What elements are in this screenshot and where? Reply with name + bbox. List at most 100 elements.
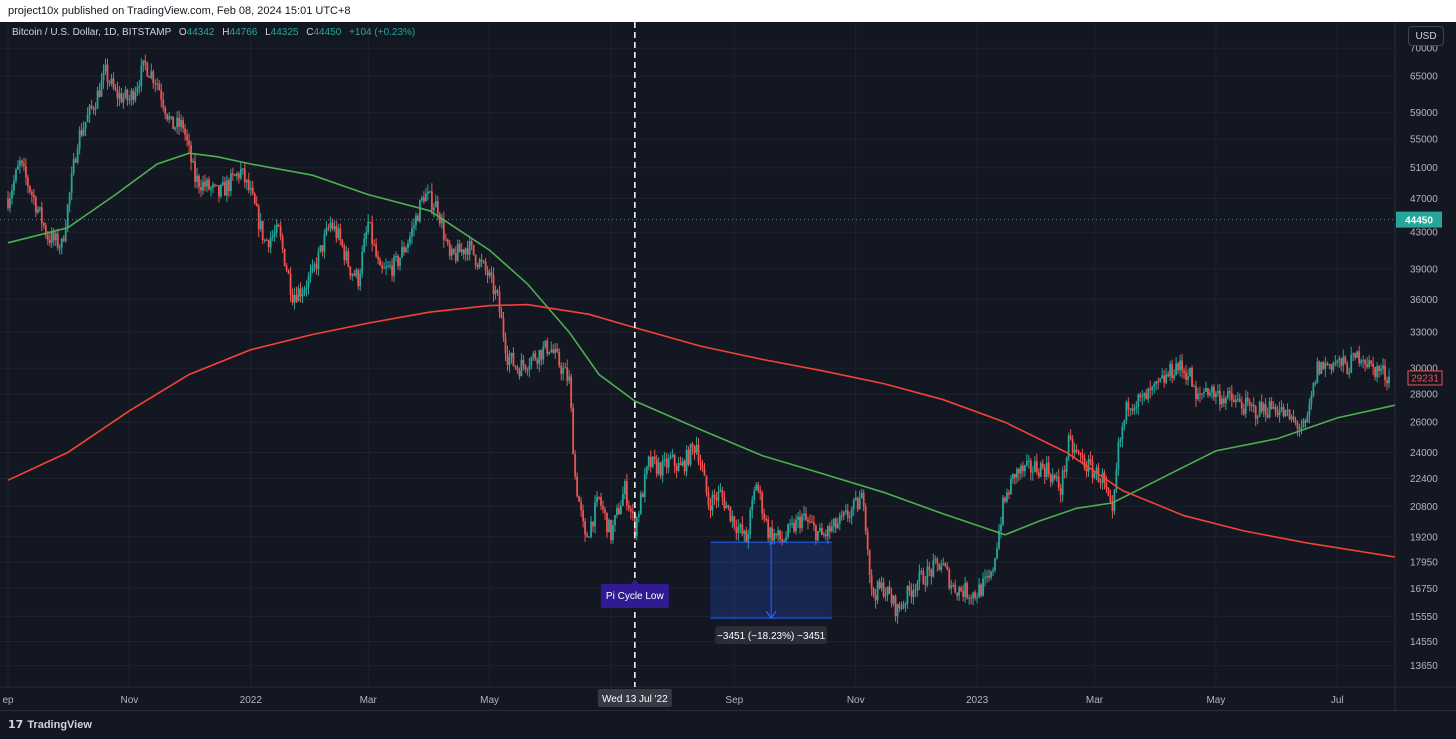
candle-body [1334, 362, 1337, 364]
candle-body [496, 290, 499, 292]
candle-body [397, 256, 399, 267]
candle-body [631, 511, 634, 514]
candle-body [675, 466, 678, 471]
candle-body [868, 549, 871, 576]
candle-body [709, 505, 712, 511]
candle-body [1197, 393, 1199, 400]
candle-body [313, 264, 316, 266]
candle-body [608, 519, 610, 533]
candle-body [621, 494, 624, 506]
candle-body [568, 376, 571, 381]
candle-body [1382, 365, 1384, 369]
time-tick-label: Nov [847, 695, 865, 706]
candle-body [259, 220, 262, 230]
candle-body [54, 233, 57, 241]
price-tick-label: 16750 [1410, 584, 1438, 595]
candle-body [836, 523, 839, 529]
measure-arrow-head [765, 610, 777, 620]
candle-body [1276, 412, 1279, 416]
candle-body [482, 261, 485, 263]
candle-body [1272, 406, 1275, 409]
candle-body [464, 248, 467, 255]
price-tick-label: 13650 [1410, 661, 1438, 672]
price-tick-label: 65000 [1410, 72, 1438, 83]
candle-body [1045, 462, 1048, 478]
candle-body [548, 351, 551, 354]
candle-body [227, 180, 230, 192]
candle-body [235, 173, 238, 176]
candle-body [1354, 353, 1357, 358]
candle-body [214, 184, 216, 186]
candle-body [450, 248, 453, 256]
candle-body [72, 159, 75, 174]
currency-button[interactable]: USD [1408, 26, 1444, 46]
candle-body [637, 513, 640, 518]
candle-body [950, 585, 953, 589]
candle-body [972, 592, 975, 599]
candle-body [218, 185, 220, 197]
candle-body [476, 264, 479, 268]
candle-body [992, 570, 994, 572]
candle-body [1010, 478, 1012, 495]
candle-body [1209, 392, 1211, 396]
tradingview-logo[interactable]: 𝟭𝟳 TradingView [8, 718, 92, 731]
candle-body [52, 232, 55, 241]
candle-body [15, 169, 17, 181]
candle-body [1179, 360, 1181, 371]
candle-body [819, 527, 821, 532]
candle-body [423, 197, 425, 202]
candle-body [588, 536, 590, 538]
candle-body [1183, 370, 1185, 373]
candle-body [478, 259, 481, 268]
candle-body [530, 357, 533, 366]
candle-body [1107, 488, 1110, 496]
candle-body [466, 248, 469, 255]
candle-body [1143, 392, 1146, 397]
candle-body [220, 185, 222, 197]
candle-body [1069, 435, 1072, 440]
candle-body [1320, 362, 1323, 375]
candle-body [339, 228, 342, 241]
candle-body [122, 97, 125, 103]
candle-body [60, 238, 63, 248]
price-tick-label: 55000 [1410, 135, 1438, 146]
candle-body [679, 463, 682, 466]
candle-body [277, 224, 280, 227]
candle-body [554, 348, 557, 353]
candle-body [1362, 360, 1365, 362]
candle-body [381, 265, 384, 269]
candle-body [1211, 386, 1213, 393]
candle-body [82, 128, 85, 136]
candle-body [797, 516, 799, 520]
candle-body [1222, 398, 1225, 404]
candle-body [727, 505, 730, 507]
candle-body [1002, 497, 1004, 525]
time-tick-label: May [1206, 695, 1225, 706]
candle-body [56, 233, 59, 248]
candle-body [1121, 426, 1124, 440]
candle-body [225, 180, 228, 196]
candle-body [771, 527, 774, 541]
candle-body [468, 241, 471, 255]
candle-body [948, 569, 951, 589]
candle-body [174, 127, 177, 130]
candle-body [723, 497, 726, 509]
price-chart[interactable]: −3451 (−18.23%) −3451 Pi Cycle Low 70000 65… [0, 22, 1456, 710]
candle-body [1224, 397, 1227, 404]
chart-area[interactable]: −3451 (−18.23%) −3451 Pi Cycle Low 70000 65… [0, 22, 1456, 710]
candle-body [799, 516, 801, 529]
candle-body [924, 584, 927, 586]
candle-body [1332, 363, 1335, 370]
candle-body [303, 289, 306, 294]
candle-body [202, 181, 204, 191]
candle-body [980, 584, 982, 596]
candle-body [243, 168, 246, 183]
candle-body [132, 90, 135, 101]
candle-body [846, 510, 849, 518]
candle-body [817, 531, 819, 541]
candle-body [661, 460, 664, 476]
pi-cycle-label-bg [600, 584, 669, 608]
candle-body [625, 481, 628, 506]
candle-body [838, 515, 841, 524]
candle-body [1304, 420, 1307, 423]
